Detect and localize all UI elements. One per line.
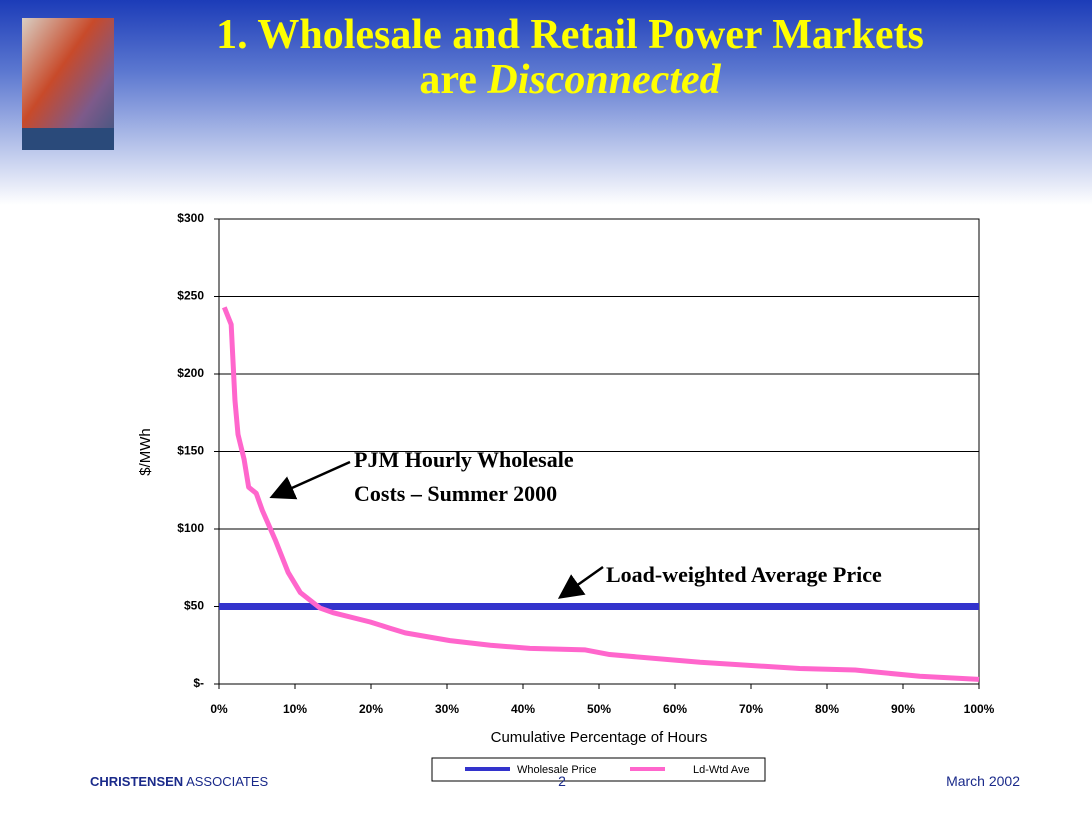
x-tick-label: 90%: [891, 702, 915, 716]
y-tick-label: $100: [177, 521, 204, 535]
y-tick-label: $-: [193, 676, 204, 690]
title-italic: Disconnected: [486, 57, 721, 103]
x-tick-label: 80%: [815, 702, 839, 716]
footer-company: CHRISTENSEN ASSOCIATES: [90, 774, 269, 789]
annotation-arrow: [274, 462, 350, 496]
annotation: PJM Hourly Wholesale: [354, 447, 574, 472]
x-tick-label: 70%: [739, 702, 763, 716]
slide: 1. Wholesale and Retail Power Markets ar…: [0, 0, 1092, 818]
footer-page: 2: [558, 773, 566, 789]
y-tick-label: $50: [184, 599, 204, 613]
x-tick-label: 60%: [663, 702, 687, 716]
x-tick-label: 50%: [587, 702, 611, 716]
x-tick-label: 100%: [964, 702, 995, 716]
x-tick-label: 20%: [359, 702, 383, 716]
slide-title-line2: are Disconnected: [419, 57, 721, 103]
company-bold: CHRISTENSEN: [90, 774, 183, 789]
footer-date: March 2002: [946, 773, 1020, 789]
y-tick-label: $150: [177, 444, 204, 458]
chart: $- $50 $100 $150 $200 $250 $300 0% 10% 20% 30% 40% 5…: [137, 211, 995, 781]
company-rest: ASSOCIATES: [186, 774, 268, 789]
y-tick-label: $300: [177, 211, 204, 225]
annotation-arrow: [562, 567, 603, 596]
annotation: Costs – Summer 2000: [354, 481, 557, 506]
x-tick-label: 10%: [283, 702, 307, 716]
page: 1. Wholesale and Retail Power Markets ar…: [0, 0, 1092, 818]
title-word: are: [419, 57, 477, 103]
series-line: [224, 307, 979, 679]
x-axis-label: Cumulative Percentage of Hours: [491, 729, 708, 746]
x-tick-label: 0%: [210, 702, 228, 716]
y-tick-label: $250: [177, 289, 204, 303]
y-axis-label: $/MWh: [137, 428, 154, 476]
y-tick-label: $200: [177, 366, 204, 380]
slide-title-line1: 1. Wholesale and Retail Power Markets: [216, 12, 924, 58]
annotation: Load-weighted Average Price: [606, 562, 882, 587]
x-tick-label: 40%: [511, 702, 535, 716]
header-image-strip: [22, 128, 114, 150]
legend-label: Ld-Wtd Ave: [693, 764, 750, 776]
x-tick-label: 30%: [435, 702, 459, 716]
legend-label: Wholesale Price: [517, 764, 596, 776]
